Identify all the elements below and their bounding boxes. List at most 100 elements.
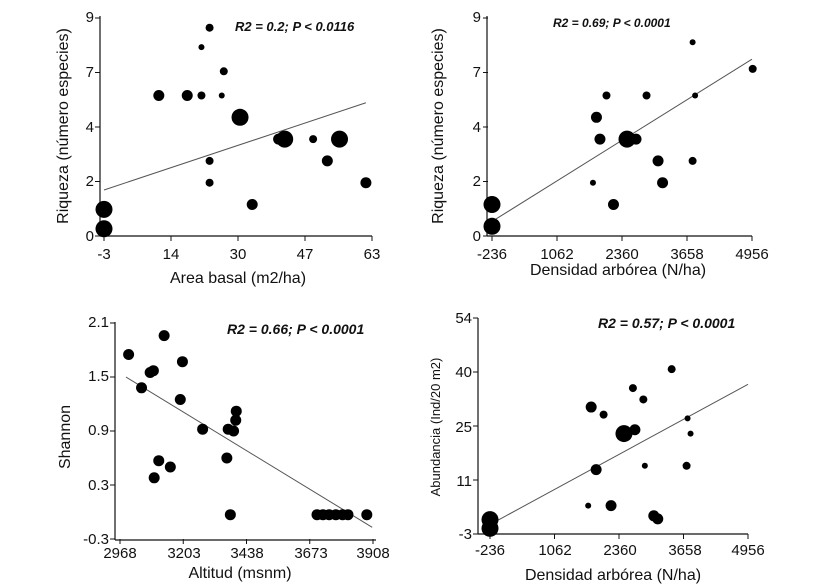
data-point [174, 394, 186, 405]
x-tick-label: 63 [364, 246, 381, 263]
x-axis-label: Area basal (m2/ha) [170, 270, 306, 287]
data-point [607, 199, 619, 211]
x-axis-label: Densidad arbórea (N/ha) [530, 262, 706, 279]
data-point [602, 91, 611, 100]
data-point [688, 156, 697, 165]
data-point [639, 395, 648, 404]
y-axis-label: Riqueza (número especies) [55, 28, 72, 224]
data-point [628, 384, 637, 393]
y-tick-label: 7 [473, 64, 481, 81]
y-tick-label: 2 [86, 173, 94, 190]
x-tick-label: 1062 [538, 542, 571, 559]
panel-tree-density-richness: -236 1062 2360 3658 4956 0 2 4 7 9 Densi… [430, 9, 769, 279]
panel-altitude-shannon: 2968 3203 3438 3673 3908 -0.3 0.3 0.9 1.… [57, 314, 390, 582]
data-point [657, 177, 669, 189]
data-point [331, 130, 349, 148]
regression-line [489, 383, 749, 525]
y-tick-label: 0.3 [88, 477, 109, 494]
y-tick-label: 9 [473, 9, 481, 26]
data-point [95, 200, 113, 218]
data-point [618, 130, 636, 148]
y-tick-label: 0 [86, 228, 94, 245]
data-point [153, 455, 165, 467]
data-point [652, 155, 664, 167]
data-point [585, 502, 592, 509]
data-point [219, 67, 228, 76]
stat-annotation: R2 = 0.57; P < 0.0001 [598, 315, 735, 331]
x-tick-label: 2968 [103, 545, 136, 562]
x-axis-label: Altitud (msnm) [188, 565, 291, 582]
x-axis-label: Densidad arbórea (N/ha) [525, 567, 701, 584]
data-point [585, 401, 597, 413]
y-tick-label: 0 [473, 228, 481, 245]
data-point [641, 462, 648, 469]
regression-line [125, 376, 373, 528]
data-point [218, 92, 225, 99]
x-tick-label: 30 [230, 246, 247, 263]
data-point [483, 217, 501, 235]
x-tick-label: -3 [97, 246, 110, 263]
y-tick-label: -0.3 [83, 531, 109, 548]
y-tick-label: 40 [455, 364, 472, 381]
data-point [147, 365, 159, 377]
data-point [360, 177, 372, 189]
stat-annotation: R2 = 0.2; P < 0.0116 [235, 19, 355, 34]
stat-annotation: R2 = 0.69; P < 0.0001 [553, 16, 671, 30]
x-tick-label: 3658 [670, 246, 703, 263]
data-point [123, 349, 135, 360]
x-tick-label: -236 [475, 542, 505, 559]
data-point [667, 365, 676, 374]
data-point [689, 39, 696, 46]
data-point [684, 415, 691, 422]
y-axis-label: Riqueza (número especies) [430, 28, 447, 224]
data-point [95, 220, 113, 238]
data-point [590, 464, 602, 476]
panel-basal-area-richness: -3 14 30 47 63 0 2 4 7 9 Area basal (m2/… [55, 9, 380, 287]
data-point [361, 509, 373, 521]
y-tick-label: 1.5 [88, 368, 109, 385]
data-point [246, 199, 258, 211]
stat-annotation: R2 = 0.66; P < 0.0001 [227, 321, 364, 337]
data-point [181, 90, 193, 102]
data-point [642, 91, 651, 100]
data-point [148, 472, 160, 484]
data-point [342, 509, 354, 521]
data-point [205, 156, 214, 165]
x-tick-label: 2360 [603, 542, 636, 559]
y-axis-label: Shannon [57, 405, 74, 469]
data-point [652, 513, 664, 525]
data-point [228, 425, 240, 437]
data-point [605, 500, 617, 512]
x-tick-label: -236 [477, 246, 507, 263]
data-point [599, 410, 608, 419]
data-point [692, 92, 699, 99]
data-point [205, 23, 214, 32]
x-tick-label: 47 [297, 246, 314, 263]
y-tick-label: 2 [473, 173, 481, 190]
data-point [158, 330, 170, 342]
y-tick-label: 4 [86, 119, 94, 136]
x-tick-label: 3203 [167, 545, 200, 562]
y-tick-label: 11 [456, 473, 472, 490]
data-point [629, 424, 641, 436]
data-point [483, 196, 501, 214]
y-tick-label: 25 [455, 419, 472, 436]
data-point [615, 425, 633, 443]
data-point [231, 108, 249, 126]
data-point [197, 423, 209, 435]
data-point [153, 90, 165, 102]
data-point [481, 511, 499, 529]
x-tick-label: 1062 [540, 246, 573, 263]
data-point [164, 461, 176, 473]
y-axis-label: Abundancia (Ind/20 m2) [428, 358, 443, 497]
data-point [589, 179, 596, 186]
panel-tree-density-abundance: -236 1062 2360 3658 4956 -3 11 25 40 54 … [428, 310, 765, 584]
x-tick-label: 14 [163, 246, 180, 263]
x-tick-label: 4956 [735, 246, 768, 263]
data-point [594, 133, 606, 145]
data-point [205, 178, 214, 187]
x-tick-label: 2360 [605, 246, 638, 263]
data-point [176, 356, 188, 368]
data-point [590, 111, 602, 123]
